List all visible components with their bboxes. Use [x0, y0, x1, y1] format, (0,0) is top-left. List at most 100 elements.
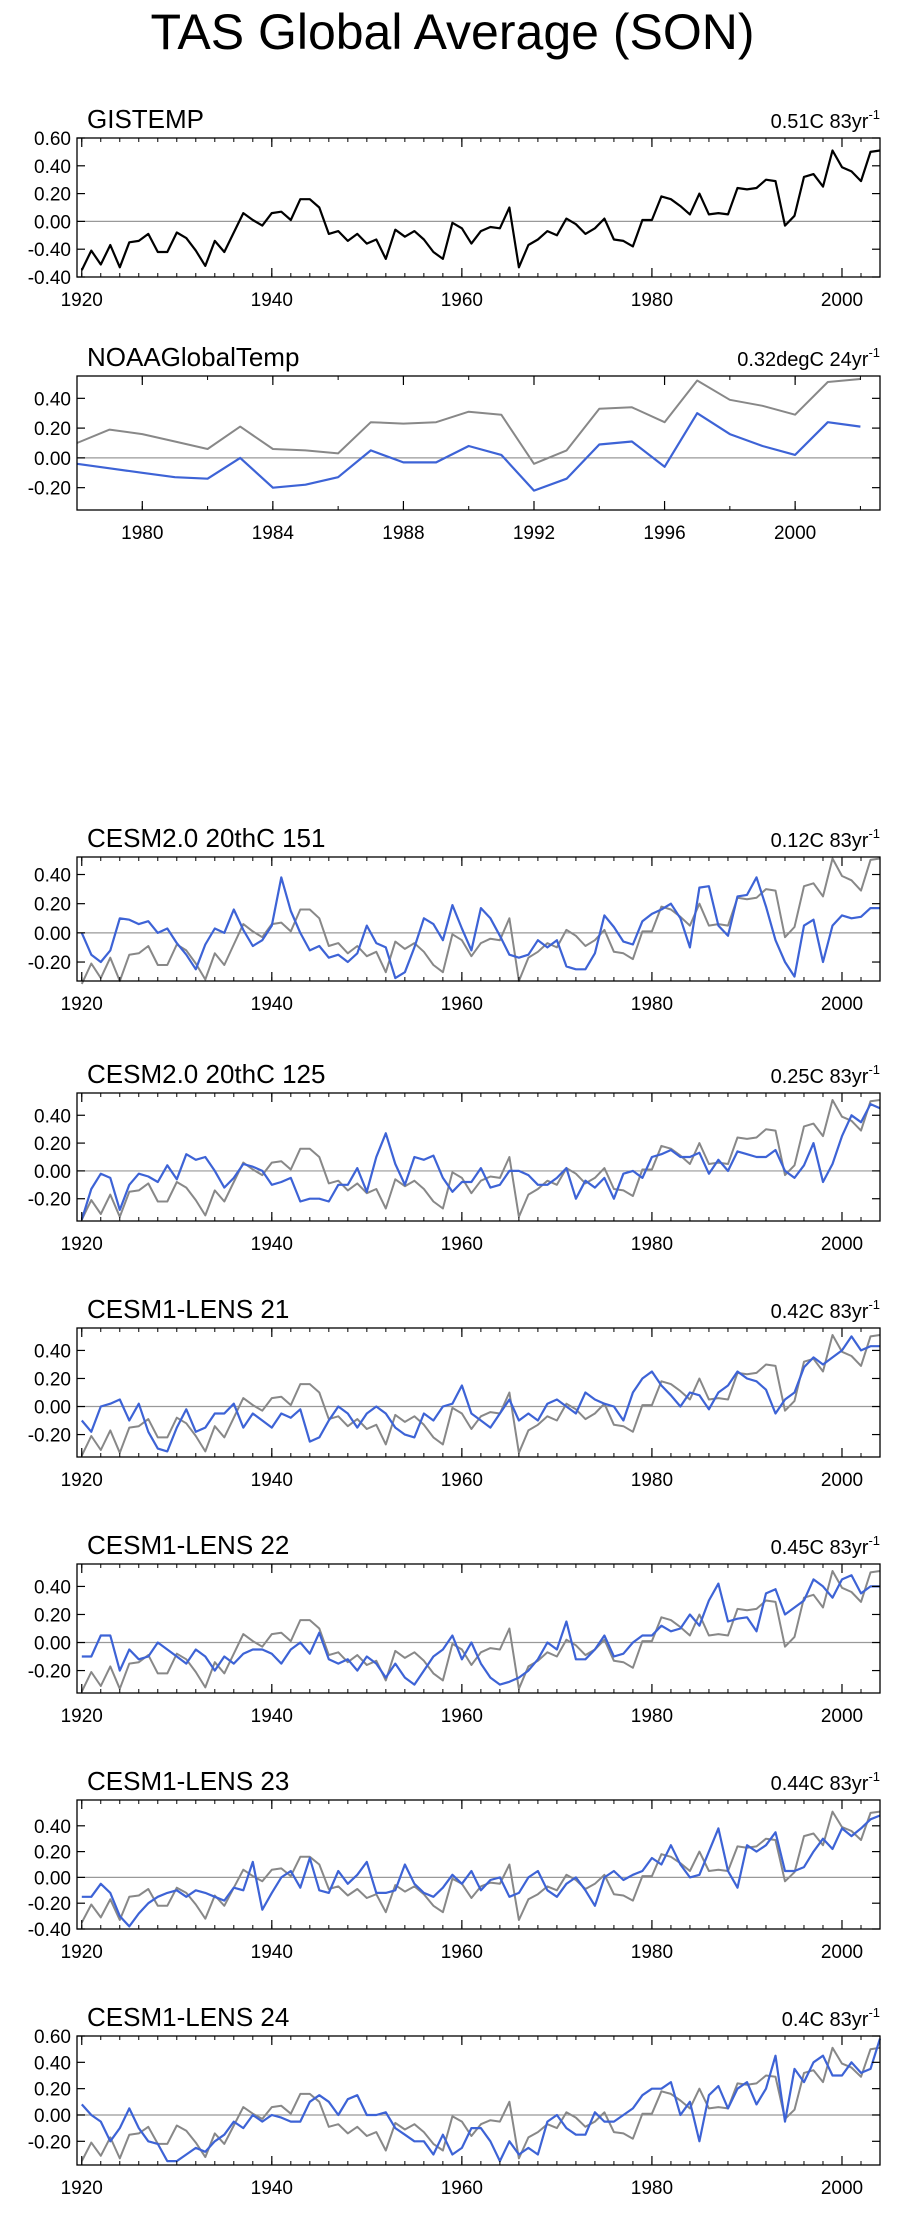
series-line-model	[80, 1102, 881, 1220]
trend-exponent: -1	[868, 2005, 880, 2020]
trend-label: 0.32degC 24yr-1	[737, 345, 880, 371]
trend-value: 0.32degC	[737, 349, 829, 371]
x-tick-label: 1940	[251, 1942, 293, 1963]
panel-title: NOAAGlobalTemp	[87, 342, 299, 372]
figure-title: TAS Global Average (SON)	[150, 4, 755, 60]
y-tick-label: 0.40	[34, 389, 71, 410]
y-tick-label: 0.60	[34, 2027, 71, 2048]
series-line-ref	[80, 1570, 881, 1693]
y-tick-label: 0.20	[34, 895, 71, 916]
trend-value: 0.42C	[771, 1301, 830, 1323]
trend-label: 0.51C 83yr-1	[771, 107, 880, 133]
trend-unit: 83yr	[830, 1301, 869, 1323]
series-line-model	[80, 2038, 882, 2163]
series-line-ref	[76, 378, 861, 465]
panel-title: CESM1-LENS 21	[87, 1294, 289, 1324]
y-tick-label: 0.20	[34, 1843, 71, 1864]
series-line-ref	[80, 1810, 881, 1923]
plot-frame	[76, 1563, 881, 1694]
trend-exponent: -1	[868, 1297, 880, 1312]
x-tick-label: 1960	[441, 1942, 483, 1963]
y-tick-label: -0.20	[28, 479, 71, 500]
plot-frame	[76, 1799, 881, 1930]
x-tick-label: 1980	[631, 2178, 673, 2199]
plot-frame	[76, 1092, 881, 1222]
y-tick-label: 0.20	[34, 419, 71, 440]
trend-unit: 24yr	[830, 349, 869, 371]
x-tick-label: 1960	[441, 994, 483, 1015]
panel-title: CESM1-LENS 24	[87, 2002, 289, 2032]
x-tick-label: 1940	[251, 994, 293, 1015]
trend-unit: 83yr	[830, 1537, 869, 1559]
x-tick-label: 2000	[821, 1942, 863, 1963]
plot-frame	[76, 1327, 881, 1458]
y-tick-label: 0.40	[34, 1341, 71, 1362]
panel-title: CESM1-LENS 23	[87, 1766, 289, 1796]
y-tick-label: 0.00	[34, 924, 71, 945]
panel-title: CESM1-LENS 22	[87, 1530, 289, 1560]
x-tick-label: 1996	[643, 523, 685, 544]
series-line-ref	[80, 2046, 881, 2162]
trend-unit: 83yr	[830, 111, 869, 133]
x-tick-label: 1980	[631, 1470, 673, 1491]
y-tick-label: 0.40	[34, 1577, 71, 1598]
series-line-ref	[80, 1334, 881, 1457]
series-line-obs	[80, 149, 881, 271]
x-tick-label: 1980	[631, 290, 673, 311]
series-line-model	[80, 876, 880, 980]
y-tick-label: 0.40	[34, 157, 71, 178]
trend-unit: 83yr	[830, 1066, 869, 1088]
x-tick-label: 1940	[251, 1706, 293, 1727]
x-tick-label: 1960	[441, 1234, 483, 1255]
y-tick-label: 0.00	[34, 449, 71, 470]
x-tick-label: 1920	[61, 1234, 103, 1255]
series-line-model	[76, 412, 861, 492]
y-tick-label: 0.20	[34, 1605, 71, 1626]
x-tick-label: 1920	[61, 994, 103, 1015]
x-tick-label: 1960	[441, 2178, 483, 2199]
y-tick-label: 0.20	[34, 2080, 71, 2101]
trend-value: 0.4C	[782, 2009, 830, 2031]
x-tick-label: 1940	[251, 2178, 293, 2199]
y-tick-label: 0.00	[34, 212, 71, 233]
y-tick-label: 0.40	[34, 1817, 71, 1838]
plot-frame	[76, 856, 881, 982]
y-tick-label: -0.20	[28, 1426, 71, 1447]
y-tick-label: -0.40	[28, 240, 71, 261]
trend-value: 0.25C	[771, 1066, 830, 1088]
x-tick-label: 1960	[441, 290, 483, 311]
x-tick-label: 1980	[631, 1234, 673, 1255]
y-tick-label: -0.20	[28, 1190, 71, 1211]
trend-value: 0.45C	[771, 1537, 830, 1559]
trend-label: 0.42C 83yr-1	[771, 1297, 880, 1323]
y-tick-label: -0.20	[28, 1662, 71, 1683]
y-tick-label: -0.20	[28, 1894, 71, 1915]
x-tick-label: 1992	[513, 523, 555, 544]
trend-unit: 83yr	[830, 1773, 869, 1795]
plot-frame	[76, 137, 881, 278]
panel-title: CESM2.0 20thC 151	[87, 823, 325, 853]
trend-exponent: -1	[868, 1769, 880, 1784]
y-tick-label: -0.20	[28, 953, 71, 974]
y-tick-label: 0.40	[34, 1106, 71, 1127]
panel-4: CESM2.0 20thC 125 0.25C 83yr-1 0.40 0.20 0.0…	[28, 1059, 881, 1255]
panel-8: CESM1-LENS 24 0.4C 83yr-1 0.60 0.40 0.20 0.00…	[28, 2002, 882, 2199]
panel-7: CESM1-LENS 23 0.44C 83yr-1 0.40 0.20 0.00 -0.…	[28, 1766, 881, 1963]
trend-exponent: -1	[868, 1062, 880, 1077]
x-tick-label: 1980	[631, 994, 673, 1015]
trend-label: 0.45C 83yr-1	[771, 1533, 880, 1559]
series-line-ref	[80, 857, 881, 985]
y-tick-label: 0.20	[34, 1369, 71, 1390]
x-tick-label: 1920	[61, 1470, 103, 1491]
x-tick-label: 1960	[441, 1706, 483, 1727]
y-tick-label: 0.00	[34, 1162, 71, 1183]
panel-2: NOAAGlobalTemp 0.32degC 24yr-1 0.40 0.20 0.0…	[28, 342, 881, 544]
x-tick-label: 1920	[61, 1706, 103, 1727]
x-tick-label: 1920	[61, 290, 103, 311]
trend-label: 0.4C 83yr-1	[782, 2005, 880, 2031]
trend-label: 0.25C 83yr-1	[771, 1062, 880, 1088]
series-line-model	[80, 1335, 880, 1453]
y-tick-label: 0.00	[34, 2106, 71, 2127]
x-tick-label: 2000	[774, 523, 816, 544]
x-tick-label: 2000	[821, 2178, 863, 2199]
